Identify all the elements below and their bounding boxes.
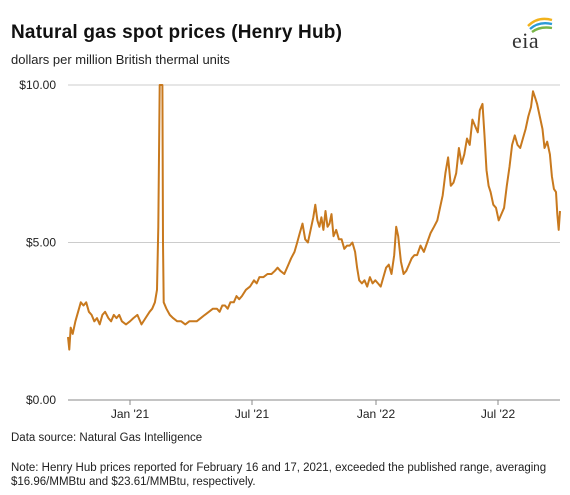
x-tick-label-1: Jul '21 (235, 407, 270, 421)
chart-subtitle: dollars per million British thermal unit… (11, 52, 230, 67)
price-footnote: Note: Henry Hub prices reported for Febr… (11, 462, 547, 488)
x-tick-label-0: Jan '21 (111, 407, 150, 421)
y-tick-label-2: $10.00 (19, 78, 56, 92)
data-source-note: Data source: Natural Gas Intelligence (11, 432, 203, 444)
series-layer (67, 84, 561, 351)
y-tick-label-1: $5.00 (26, 236, 56, 250)
x-tick-label-3: Jul '22 (481, 407, 516, 421)
x-tick-label-2: Jan '22 (357, 407, 396, 421)
chart-title: Natural gas spot prices (Henry Hub) (11, 22, 343, 43)
eia-logo: eia (510, 12, 556, 54)
price-line-chart: $0.00 $5.00 $10.00 Jan '21 Jul '21 Jan '22 Jul… (19, 78, 561, 421)
series-line-0 (67, 84, 561, 351)
axis-layer: $0.00 $5.00 $10.00 Jan '21 Jul '21 Jan '22 Jul… (19, 78, 560, 421)
grid-layer (68, 84, 560, 243)
y-tick-label-0: $0.00 (26, 393, 56, 407)
eia-logo-icon (527, 17, 553, 33)
eia-logo-text: eia (512, 28, 540, 53)
